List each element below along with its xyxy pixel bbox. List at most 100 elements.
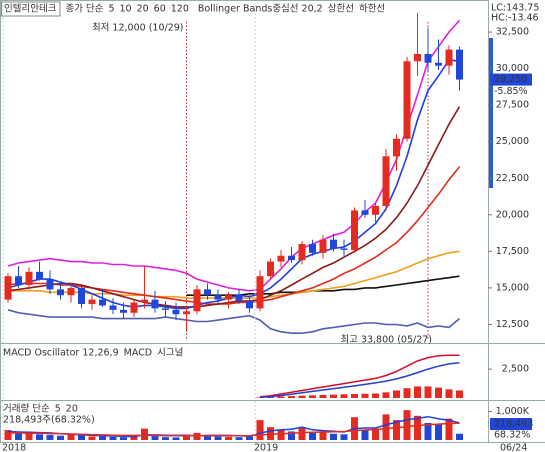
legend-label: 20 bbox=[137, 4, 149, 15]
oscillator-bar bbox=[445, 389, 453, 398]
candle-body bbox=[445, 49, 453, 66]
oscillator-bar bbox=[256, 397, 264, 398]
legend-label: 5 bbox=[55, 404, 61, 415]
volume-bar bbox=[288, 431, 295, 440]
candle-body bbox=[67, 287, 75, 296]
series-line bbox=[186, 275, 460, 296]
volume-bar bbox=[435, 424, 442, 440]
volume-bar bbox=[15, 432, 22, 440]
candle-body bbox=[214, 295, 222, 300]
candle-body bbox=[57, 289, 64, 296]
legend-label: 60 bbox=[154, 4, 166, 15]
volume-bar bbox=[109, 436, 117, 440]
volume-bar bbox=[78, 435, 85, 440]
volume-bar bbox=[25, 431, 33, 440]
candle-body bbox=[351, 210, 358, 250]
oscillator-bar bbox=[309, 395, 316, 398]
change-label: -5.85% bbox=[494, 86, 528, 97]
candle-body bbox=[393, 138, 400, 157]
candle-body bbox=[382, 156, 390, 207]
legend-label: MACD Oscillator 12,26,9 bbox=[3, 348, 119, 359]
oscillator-bar bbox=[424, 386, 432, 398]
candle-body bbox=[361, 210, 369, 215]
legend-label: 5 bbox=[108, 4, 114, 15]
legend-label: 10 bbox=[119, 4, 131, 15]
candle-body bbox=[456, 49, 463, 80]
volume-bar bbox=[99, 436, 106, 440]
candle-body bbox=[36, 271, 43, 280]
candle-body bbox=[99, 299, 106, 306]
date-label: 06/24 bbox=[500, 443, 527, 452]
oscillator-bar bbox=[361, 393, 369, 398]
volume-bar bbox=[57, 435, 64, 440]
volume-bar bbox=[130, 436, 138, 440]
oscillator-bar bbox=[351, 393, 358, 398]
y-tick-label: 25,000 bbox=[496, 136, 529, 147]
volume-pct-label: 68.32% bbox=[494, 430, 530, 441]
y-tick-label: 15,000 bbox=[496, 282, 529, 293]
x-tick-label: 2019 bbox=[254, 443, 278, 452]
series-line bbox=[259, 362, 460, 399]
y-tick-label: 17,500 bbox=[496, 246, 529, 257]
candle-body bbox=[183, 311, 190, 315]
candle-body bbox=[246, 301, 253, 309]
candle-body bbox=[4, 276, 12, 300]
candle-body bbox=[15, 276, 22, 285]
candle-body bbox=[319, 239, 327, 253]
volume-bar bbox=[403, 410, 411, 440]
oscillator-bar bbox=[277, 396, 285, 398]
candle-body bbox=[88, 299, 96, 304]
candle-body bbox=[162, 308, 169, 310]
oscillator-bar bbox=[298, 395, 306, 398]
candle-body bbox=[330, 239, 337, 249]
y-tick-label: 27,500 bbox=[496, 100, 529, 111]
candle-body bbox=[267, 261, 274, 277]
oscillator-bar bbox=[372, 393, 379, 398]
volume-bar bbox=[120, 437, 127, 440]
volume-bar bbox=[330, 433, 337, 440]
oscillator-bar bbox=[267, 397, 274, 398]
y-tick-label: 22,500 bbox=[496, 173, 529, 184]
annotation-label: 최저 12,000 (10/29) bbox=[92, 23, 184, 34]
candle-body bbox=[46, 279, 54, 290]
y-tick-label: 20,000 bbox=[496, 209, 529, 220]
candle-body bbox=[151, 299, 159, 309]
candle-body bbox=[298, 244, 306, 261]
scroll-indicator bbox=[489, 38, 493, 188]
volume-bar bbox=[4, 430, 12, 440]
x-tick-label: 2018 bbox=[2, 443, 26, 452]
volume-tag bbox=[490, 418, 532, 430]
oscillator-bar bbox=[330, 394, 337, 398]
y-tick-label: 1,000K bbox=[496, 406, 530, 417]
volume-bar bbox=[67, 434, 75, 440]
legend-label: 인텔리안테크 bbox=[4, 3, 57, 15]
volume-bar bbox=[88, 436, 96, 440]
series-line bbox=[7, 106, 461, 308]
oscillator-bar bbox=[393, 390, 400, 398]
candle-body bbox=[435, 62, 442, 66]
candle-body bbox=[130, 302, 138, 313]
oscillator-bar bbox=[340, 394, 348, 398]
y-tick-label: 12,500 bbox=[496, 319, 529, 330]
candle-body bbox=[109, 305, 117, 310]
legend-label: MACD bbox=[124, 348, 152, 359]
legend-label: 120 bbox=[171, 4, 189, 15]
oscillator-bar bbox=[435, 387, 442, 398]
volume-bar bbox=[46, 434, 54, 440]
volume-bar bbox=[277, 430, 285, 440]
candle-body bbox=[120, 309, 127, 313]
volume-bar bbox=[172, 437, 180, 440]
volume-bar bbox=[309, 432, 316, 440]
candle-body bbox=[288, 255, 295, 261]
candle-body bbox=[141, 299, 148, 303]
oscillator-bar bbox=[288, 396, 295, 398]
volume-bar bbox=[162, 437, 169, 440]
candle-body bbox=[414, 53, 421, 62]
legend-label: 종가 단순 bbox=[65, 4, 103, 15]
series-line bbox=[7, 309, 461, 334]
candle-body bbox=[25, 271, 33, 285]
candle-body bbox=[235, 295, 243, 302]
candle-body bbox=[204, 289, 211, 296]
series-line bbox=[8, 422, 460, 437]
